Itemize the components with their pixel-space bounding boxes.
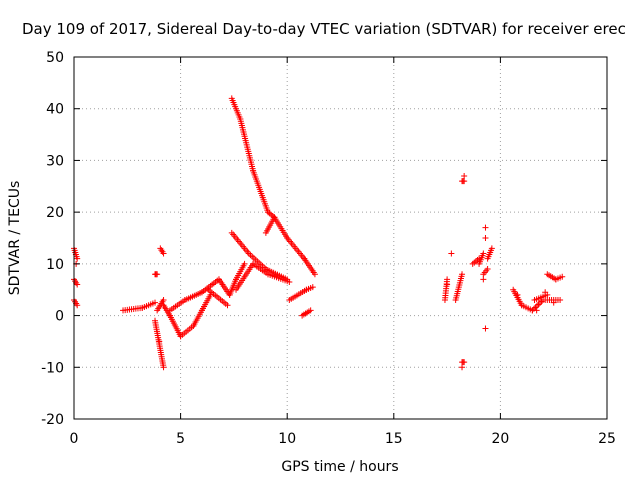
data-point — [74, 255, 81, 262]
data-point — [482, 325, 489, 332]
data-point — [271, 214, 278, 221]
grid-lines — [74, 57, 607, 419]
data-point — [153, 271, 160, 278]
data-point — [535, 301, 542, 308]
y-tick-label: 10 — [46, 257, 64, 273]
data-point — [533, 307, 540, 314]
data-point — [480, 276, 487, 283]
data-point — [160, 297, 167, 304]
data-point — [152, 299, 159, 306]
data-point — [160, 250, 167, 257]
data-point — [311, 271, 318, 278]
plot-frame — [73, 56, 608, 420]
chart-title: Day 109 of 2017, Sidereal Day-to-day VTE… — [22, 20, 626, 38]
data-point — [557, 297, 564, 304]
data-point — [309, 284, 316, 291]
data-point — [532, 304, 539, 311]
data-point — [241, 260, 248, 267]
data-point — [307, 307, 314, 314]
data-point — [286, 278, 293, 285]
data-point — [514, 291, 521, 298]
y-tick-label: 20 — [46, 205, 64, 221]
y-tick-label: 30 — [46, 153, 64, 169]
x-tick-label: 0 — [70, 431, 79, 447]
y-tick-label: -20 — [41, 412, 64, 428]
data-point — [74, 281, 81, 288]
data-point — [224, 302, 231, 309]
data-point — [559, 273, 566, 280]
x-tick-label: 15 — [385, 431, 403, 447]
x-tick-labels: 0 5 10 15 20 25 — [70, 431, 616, 447]
data-point — [488, 245, 495, 252]
x-axis-label: GPS time / hours — [281, 459, 398, 475]
axis-ticks — [73, 56, 608, 420]
x-tick-label: 10 — [278, 431, 296, 447]
data-point — [160, 364, 167, 371]
data-point — [482, 224, 489, 231]
data-point — [461, 359, 468, 366]
data-points — [71, 95, 566, 371]
data-point — [448, 250, 455, 257]
x-tick-label: 25 — [598, 431, 616, 447]
y-tick-labels: -20 -10 0 10 20 30 40 50 — [41, 50, 64, 428]
x-tick-label: 5 — [176, 431, 185, 447]
data-point — [542, 289, 549, 296]
y-tick-label: 50 — [46, 50, 64, 66]
data-point — [444, 281, 451, 288]
data-point — [459, 271, 466, 278]
y-tick-label: -10 — [41, 360, 64, 376]
data-point — [480, 250, 487, 257]
data-point — [444, 276, 451, 283]
y-tick-label: 40 — [46, 102, 64, 118]
data-point — [536, 300, 543, 307]
data-point — [461, 172, 468, 179]
data-point — [74, 302, 81, 309]
data-point — [482, 235, 489, 241]
data-point — [530, 305, 537, 312]
y-tick-label: 0 — [55, 309, 64, 325]
y-axis-label: SDTVAR / TECUs — [7, 181, 23, 296]
data-point — [461, 178, 468, 185]
data-point — [459, 364, 466, 371]
data-point — [484, 266, 491, 273]
data-point — [550, 299, 557, 306]
x-tick-label: 20 — [491, 431, 509, 447]
data-point — [156, 338, 163, 345]
